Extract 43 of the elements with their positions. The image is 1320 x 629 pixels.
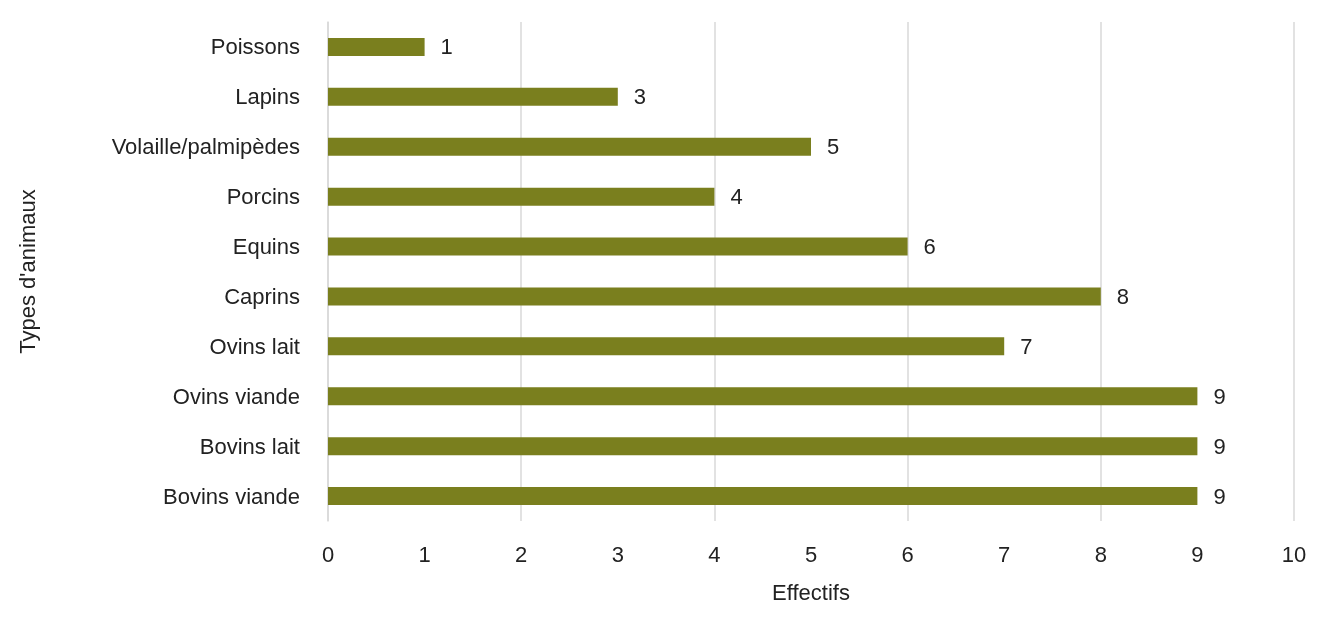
x-tick-label: 8 — [1094, 541, 1107, 567]
x-tick-label: 3 — [611, 541, 624, 567]
x-tick-label: 0 — [321, 541, 335, 567]
x-tick-label: 1 — [418, 541, 431, 567]
bar — [328, 287, 1101, 306]
x-tick-label: 10 — [1281, 541, 1307, 567]
bar — [328, 87, 618, 106]
bar — [328, 37, 425, 56]
x-tick-label: 9 — [1191, 541, 1204, 567]
y-tick-label: Bovins viande — [163, 483, 300, 509]
y-tick-label: Ovins viande — [172, 383, 300, 409]
data-label: 1 — [440, 34, 453, 60]
bar — [328, 187, 715, 206]
y-tick-label: Bovins lait — [199, 433, 300, 459]
bar — [328, 437, 1198, 456]
data-label: 3 — [633, 84, 647, 110]
data-label: 9 — [1213, 383, 1226, 409]
data-label: 9 — [1213, 433, 1226, 459]
y-tick-label: Ovins lait — [209, 333, 300, 359]
x-tick-label: 2 — [515, 541, 528, 567]
x-tick-label: 7 — [998, 541, 1011, 567]
bar — [328, 487, 1198, 506]
data-label: 4 — [730, 184, 743, 210]
x-axis-title: Effectifs — [772, 579, 850, 605]
x-tick-label: 4 — [708, 541, 721, 567]
bar — [328, 137, 811, 156]
y-tick-label: Poissons — [210, 34, 300, 60]
y-tick-label: Porcins — [226, 184, 300, 210]
data-label: 7 — [1020, 333, 1033, 359]
bar — [328, 337, 1005, 356]
data-label: 8 — [1116, 283, 1130, 309]
x-tick-label: 6 — [901, 541, 914, 567]
data-label: 6 — [923, 234, 936, 260]
x-tick-label: 5 — [804, 541, 818, 567]
y-tick-label: Lapins — [235, 84, 300, 110]
bar — [328, 387, 1198, 406]
y-tick-label: Volaille/palmipèdes — [111, 134, 300, 160]
data-label: 5 — [827, 134, 840, 160]
y-tick-label: Caprins — [224, 283, 300, 309]
bar — [328, 237, 908, 256]
y-tick-label: Equins — [232, 234, 300, 260]
data-label: 9 — [1213, 483, 1226, 509]
y-axis-title: Types d'animaux — [14, 189, 40, 354]
